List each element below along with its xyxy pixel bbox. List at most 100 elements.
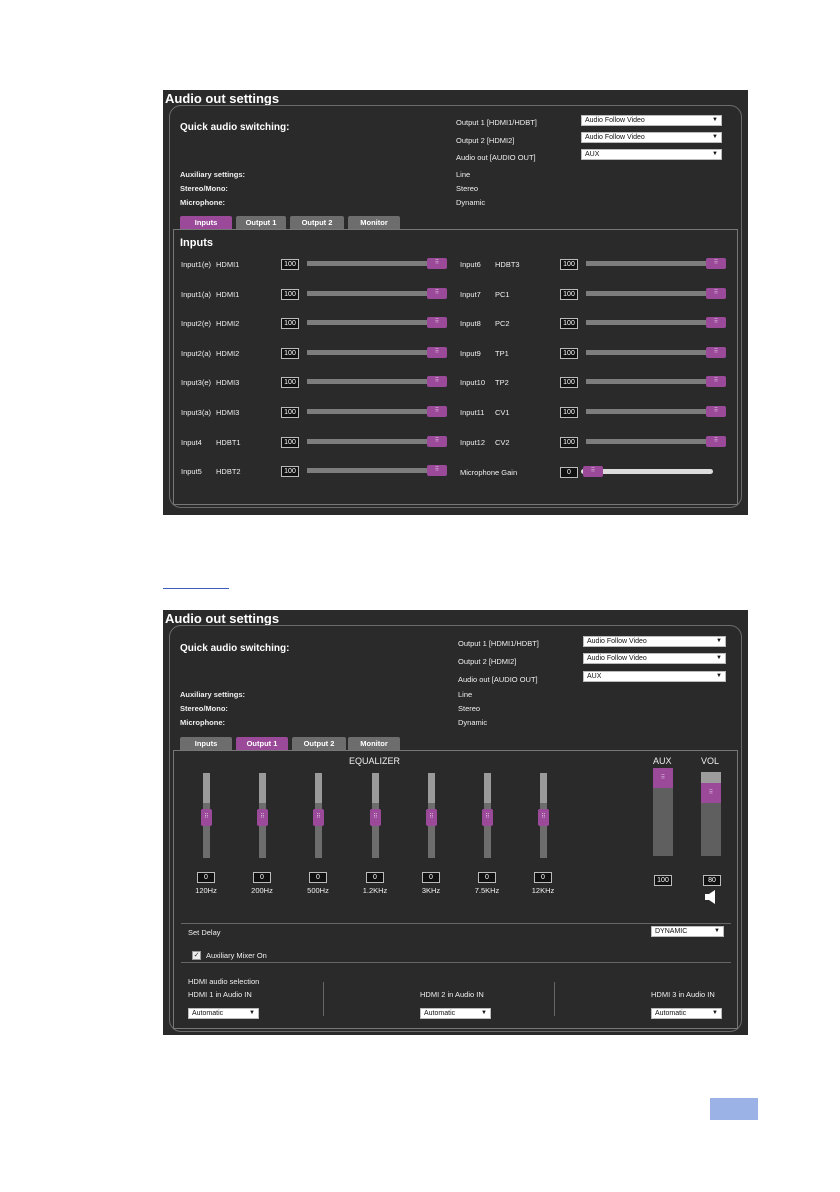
input-level-value[interactable]: 100: [281, 318, 299, 329]
hdmi1-audio-select[interactable]: Automatic ▼: [188, 1008, 259, 1019]
microphone-gain-track[interactable]: [581, 469, 713, 474]
audio-out-select[interactable]: AUX ▼: [583, 671, 726, 682]
input-level-thumb[interactable]: ⠿: [427, 317, 447, 328]
input-level-value[interactable]: 100: [560, 289, 578, 300]
output1-select[interactable]: Audio Follow Video ▼: [581, 115, 722, 126]
input-level-track[interactable]: [586, 291, 726, 296]
input-level-track[interactable]: [307, 261, 447, 266]
input-level-value[interactable]: 100: [560, 377, 578, 388]
tab-inputs[interactable]: Inputs: [180, 216, 232, 229]
chevron-down-icon: ▼: [712, 151, 718, 157]
aux-mixer-checkbox[interactable]: ✓: [192, 951, 201, 960]
aux-level-thumb[interactable]: ⠿: [653, 768, 673, 788]
eq-band-track-upper: [315, 773, 322, 803]
tab-inputs[interactable]: Inputs: [180, 737, 232, 750]
input-level-thumb[interactable]: ⠿: [427, 288, 447, 299]
eq-band-thumb[interactable]: ⠿: [201, 809, 212, 826]
tab-monitor[interactable]: Monitor: [348, 737, 400, 750]
aux-level-slider[interactable]: ⠿: [653, 768, 673, 856]
tab-monitor[interactable]: Monitor: [348, 216, 400, 229]
input-level-value[interactable]: 100: [281, 348, 299, 359]
input-level-thumb[interactable]: ⠿: [427, 258, 447, 269]
divider: [181, 923, 731, 924]
input-level-track[interactable]: [307, 468, 447, 473]
input-level-track[interactable]: [307, 320, 447, 325]
hdmi3-audio-value: Automatic: [655, 1010, 687, 1017]
audio-out-select[interactable]: AUX ▼: [581, 149, 722, 160]
input-level-track[interactable]: [307, 350, 447, 355]
input-level-track[interactable]: [307, 439, 447, 444]
input-level-value[interactable]: 100: [560, 407, 578, 418]
output2-select[interactable]: Audio Follow Video ▼: [581, 132, 722, 143]
speaker-icon[interactable]: [704, 890, 720, 904]
hdmi2-audio-select[interactable]: Automatic ▼: [420, 1008, 491, 1019]
input-level-track[interactable]: [307, 291, 447, 296]
input-level-thumb[interactable]: ⠿: [706, 436, 726, 447]
eq-band-value[interactable]: 0: [422, 872, 440, 883]
input-level-thumb[interactable]: ⠿: [427, 406, 447, 417]
input-level-thumb[interactable]: ⠿: [427, 376, 447, 387]
eq-band-thumb[interactable]: ⠿: [313, 809, 324, 826]
vol-level-slider[interactable]: ⠿: [701, 772, 721, 856]
input-level-value[interactable]: 100: [560, 437, 578, 448]
input-level-thumb[interactable]: ⠿: [706, 317, 726, 328]
input-source-label: HDMI2: [216, 319, 240, 328]
input-level-thumb[interactable]: ⠿: [427, 347, 447, 358]
input-source-label: PC2: [495, 319, 510, 328]
input-level-value[interactable]: 100: [281, 259, 299, 270]
eq-band-frequency: 1.2KHz: [362, 886, 388, 895]
input-level-value[interactable]: 100: [281, 407, 299, 418]
microphone-value: Dynamic: [458, 718, 488, 727]
input-level-thumb[interactable]: ⠿: [706, 258, 726, 269]
input-level-track[interactable]: [586, 439, 726, 444]
input-level-thumb[interactable]: ⠿: [427, 436, 447, 447]
eq-band-value[interactable]: 0: [478, 872, 496, 883]
set-delay-select[interactable]: DYNAMIC ▼: [651, 926, 724, 937]
eq-band-value[interactable]: 0: [309, 872, 327, 883]
tab-output-2[interactable]: Output 2: [290, 216, 344, 229]
vol-level-value[interactable]: 80: [703, 875, 721, 886]
eq-band-thumb[interactable]: ⠿: [538, 809, 549, 826]
input-level-track[interactable]: [586, 409, 726, 414]
input-level-track[interactable]: [307, 379, 447, 384]
vol-level-thumb[interactable]: ⠿: [701, 783, 721, 803]
input-level-track[interactable]: [307, 409, 447, 414]
input-level-value[interactable]: 100: [281, 466, 299, 477]
eq-band-value[interactable]: 0: [253, 872, 271, 883]
hdmi3-audio-select[interactable]: Automatic ▼: [651, 1008, 722, 1019]
eq-band-thumb[interactable]: ⠿: [257, 809, 268, 826]
input-level-track[interactable]: [586, 320, 726, 325]
input-level-value[interactable]: 100: [281, 437, 299, 448]
input-level-thumb[interactable]: ⠿: [427, 465, 447, 476]
eq-band-thumb[interactable]: ⠿: [426, 809, 437, 826]
input-level-value[interactable]: 100: [560, 348, 578, 359]
input-level-value[interactable]: 100: [281, 289, 299, 300]
eq-band-frequency: 500Hz: [307, 886, 329, 895]
tab-output-1[interactable]: Output 1: [236, 216, 286, 229]
eq-band-value[interactable]: 0: [534, 872, 552, 883]
input-level-track[interactable]: [586, 261, 726, 266]
tab-output-2[interactable]: Output 2: [292, 737, 346, 750]
input-level-thumb[interactable]: ⠿: [706, 376, 726, 387]
input-level-thumb[interactable]: ⠿: [706, 406, 726, 417]
microphone-gain-value[interactable]: 0: [560, 467, 578, 478]
eq-band-value[interactable]: 0: [197, 872, 215, 883]
aux-level-value[interactable]: 100: [654, 875, 672, 886]
input-level-thumb[interactable]: ⠿: [706, 347, 726, 358]
eq-band-thumb[interactable]: ⠿: [482, 809, 493, 826]
input-level-track[interactable]: [586, 350, 726, 355]
text-link[interactable]: [163, 578, 229, 589]
input-level-value[interactable]: 100: [560, 318, 578, 329]
chevron-down-icon: ▼: [716, 655, 722, 661]
eq-band-value[interactable]: 0: [366, 872, 384, 883]
input-level-value[interactable]: 100: [560, 259, 578, 270]
output2-select[interactable]: Audio Follow Video ▼: [583, 653, 726, 664]
microphone-gain-thumb[interactable]: ⠿: [583, 466, 603, 477]
tab-output-1[interactable]: Output 1: [236, 737, 288, 750]
input-level-thumb[interactable]: ⠿: [706, 288, 726, 299]
aux-settings-value: Line: [458, 690, 473, 699]
eq-band-thumb[interactable]: ⠿: [370, 809, 381, 826]
output1-select[interactable]: Audio Follow Video ▼: [583, 636, 726, 647]
input-level-value[interactable]: 100: [281, 377, 299, 388]
input-level-track[interactable]: [586, 379, 726, 384]
